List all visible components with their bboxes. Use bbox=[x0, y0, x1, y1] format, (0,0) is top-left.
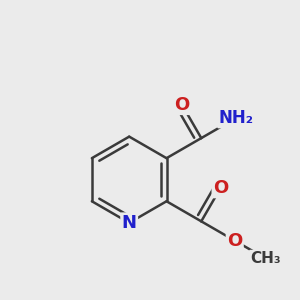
Text: O: O bbox=[213, 179, 228, 197]
Text: CH₃: CH₃ bbox=[250, 251, 281, 266]
Text: O: O bbox=[174, 96, 190, 114]
Text: O: O bbox=[227, 232, 242, 250]
Text: N: N bbox=[122, 214, 137, 232]
Text: NH₂: NH₂ bbox=[218, 109, 254, 127]
